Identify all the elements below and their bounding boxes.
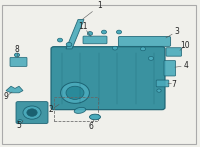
Ellipse shape — [90, 114, 101, 120]
Text: 4: 4 — [184, 61, 188, 70]
FancyBboxPatch shape — [156, 80, 169, 87]
Polygon shape — [6, 86, 23, 93]
FancyBboxPatch shape — [164, 61, 176, 76]
Circle shape — [57, 38, 63, 42]
Circle shape — [14, 53, 20, 57]
Circle shape — [148, 56, 154, 60]
Circle shape — [112, 46, 118, 50]
Text: 5: 5 — [17, 121, 21, 130]
Text: 7: 7 — [172, 80, 176, 88]
Text: 11: 11 — [78, 22, 88, 31]
Circle shape — [66, 42, 72, 47]
FancyBboxPatch shape — [83, 36, 107, 44]
Circle shape — [27, 109, 37, 116]
Polygon shape — [66, 20, 84, 49]
Circle shape — [66, 86, 84, 99]
Circle shape — [157, 89, 161, 92]
Circle shape — [87, 32, 93, 35]
Circle shape — [101, 30, 107, 34]
FancyBboxPatch shape — [10, 57, 27, 66]
Text: 9: 9 — [4, 92, 8, 101]
Text: 8: 8 — [15, 45, 19, 54]
FancyBboxPatch shape — [51, 47, 165, 110]
FancyBboxPatch shape — [166, 48, 182, 56]
FancyBboxPatch shape — [16, 102, 48, 124]
Text: 6: 6 — [89, 122, 93, 131]
Text: 3: 3 — [175, 27, 179, 36]
Circle shape — [116, 30, 122, 34]
Text: 10: 10 — [180, 41, 190, 50]
Circle shape — [23, 106, 41, 119]
Ellipse shape — [74, 107, 86, 113]
Circle shape — [61, 82, 89, 103]
Bar — [54, 97, 98, 121]
Text: 2: 2 — [49, 105, 53, 114]
Text: 1: 1 — [98, 1, 102, 10]
FancyBboxPatch shape — [118, 36, 171, 46]
Circle shape — [18, 120, 22, 123]
Circle shape — [140, 47, 146, 51]
